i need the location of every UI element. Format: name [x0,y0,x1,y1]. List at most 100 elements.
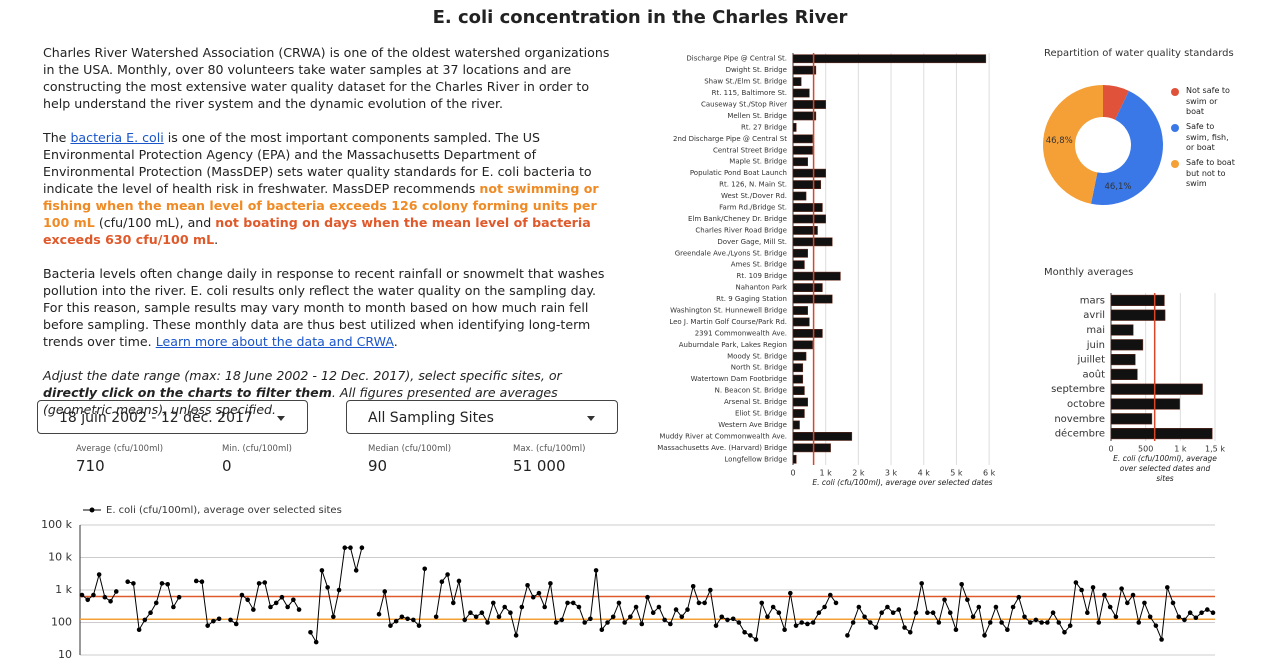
point [742,629,747,635]
category-label: Mellen St. Bridge [727,112,787,120]
category-label: Ames St. Bridge [731,261,787,269]
stat-value: 90 [368,457,388,475]
point [102,594,108,600]
slice-label: 46,8% [1046,136,1073,146]
point [216,616,222,622]
point [719,614,725,620]
category-label: Longfellow Bridge [724,455,787,463]
point [690,583,696,589]
bar [792,111,817,121]
point [656,604,662,610]
bar [1110,354,1136,366]
point [1016,594,1022,600]
legend-swatch [1171,160,1179,168]
point [919,581,924,586]
point [1113,614,1119,620]
point [782,627,787,633]
point [256,581,262,586]
point [336,587,342,593]
bar [792,374,804,384]
point [788,590,793,596]
category-label: Watertown Dam Footbridge [691,375,787,383]
category-label: Farm Rd./Bridge St. [719,204,787,212]
point [1027,620,1033,625]
point [519,604,525,610]
point [399,614,405,620]
point [348,545,353,551]
x-tick-label: 0 [790,469,795,478]
category-label: Causeway St./Stop River [701,101,787,109]
point [862,614,867,620]
x-tick-label: 0 [1108,445,1113,454]
x-tick-label: 4 k [918,469,931,478]
bar [792,180,822,189]
point [331,614,336,620]
point [496,614,502,620]
point [770,604,776,610]
point [85,597,91,603]
point [433,614,439,620]
point [816,610,822,616]
point [925,610,930,616]
point [1204,607,1210,612]
date-range-dropdown[interactable]: 18 juin 2002 - 12 déc. 2017 [37,400,308,434]
chart-title: Monthly averages [1044,267,1133,278]
category-label: Rt. 109 Bridge [737,272,787,280]
slice-label: 46,1% [1104,182,1131,192]
stat-label: Max. (cfu/100ml) [513,444,586,454]
chart-title: Repartition of water quality standards [1044,48,1234,59]
category-label: juin [1086,340,1105,351]
bar [792,248,808,258]
point [445,572,450,577]
point [736,620,742,625]
point [411,617,416,623]
bar [792,271,841,281]
category-label: octobre [1067,399,1105,410]
point [108,598,113,604]
point [1090,585,1096,590]
point [251,607,256,612]
point [976,604,982,610]
point [1067,623,1073,628]
point [193,578,199,584]
link[interactable]: Learn more about the data and CRWA [155,334,394,349]
pie-slice [1103,85,1129,120]
point [947,610,953,616]
legend-swatch [1171,124,1179,132]
point [999,620,1004,625]
point [576,604,582,610]
category-label: Rt. 27 Bridge [741,123,787,131]
sites-dropdown[interactable]: All Sampling Sites [346,400,618,434]
bar [792,123,797,132]
axis-label: E. coli (cfu/100ml), average over select… [1113,454,1217,483]
point [633,604,639,610]
bar [792,88,810,98]
point [936,620,942,625]
link[interactable]: bacteria E. coli [70,130,164,145]
point [913,610,919,616]
bar [792,329,823,338]
point [79,592,85,598]
bar [792,134,813,144]
point [856,604,862,610]
point [599,627,605,633]
point [439,579,445,585]
text: . [214,232,219,247]
point [702,600,707,606]
x-tick-label: 6 k [983,469,996,478]
point [1079,587,1084,593]
bar [792,260,805,270]
point [822,604,827,610]
point [616,600,622,606]
category-label: Charles River Road Bridge [695,226,787,234]
paragraph: Charles River Watershed Association (CRW… [43,45,610,111]
point [1193,615,1199,621]
page-title: E. coli concentration in the Charles Riv… [432,7,848,28]
category-label: North St. Bridge [731,364,787,372]
x-tick-label: 2 k [852,469,865,478]
point [982,633,987,638]
y-tick-label: 100 [51,616,72,629]
point [131,581,136,586]
category-label: Leo J. Martin Golf Course/Park Rd. [669,318,787,326]
